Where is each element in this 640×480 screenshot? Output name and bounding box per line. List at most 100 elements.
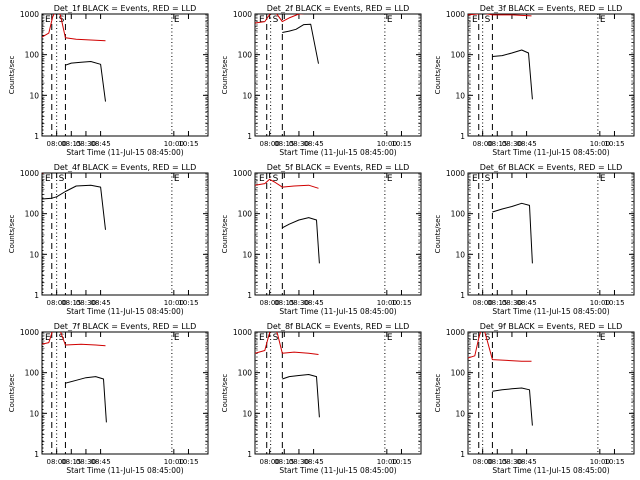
y-tick-label: 100 xyxy=(25,210,40,219)
x-tick-label: 08:00 xyxy=(47,299,67,307)
x-tick-label: 10:15 xyxy=(178,299,198,307)
series-line-lld xyxy=(468,332,532,362)
y-axis-label: Counts/sec xyxy=(8,215,16,254)
y-tick-label: 1000 xyxy=(233,169,252,178)
x-tick-label: 10:15 xyxy=(604,458,624,466)
x-tick-label: 10:15 xyxy=(391,140,411,148)
plot-frame xyxy=(41,13,209,137)
y-tick-label: 1000 xyxy=(20,328,39,337)
chart-panel-5: Det_5f BLACK = Events, RED = LLD 1 10 100 10… xyxy=(221,163,422,316)
marker-label: E xyxy=(600,174,606,184)
marker-label: E xyxy=(600,15,606,25)
x-tick-label: 08:00 xyxy=(47,458,67,466)
series-line-events xyxy=(492,387,533,426)
y-tick-label: 1 xyxy=(34,450,39,459)
series-line-events xyxy=(65,61,106,102)
chart-title: Det_5f BLACK = Events, RED = LLD xyxy=(267,163,410,172)
marker-label: S xyxy=(485,15,491,25)
marker-label: E xyxy=(387,174,393,184)
marker-label: E xyxy=(387,15,393,25)
y-tick-label: 1000 xyxy=(446,169,465,178)
plot-series-group xyxy=(255,14,319,64)
x-tick-label: 08:15 xyxy=(487,458,507,466)
x-axis-label: Start Time (11-Jul-15 08:45:00) xyxy=(66,466,183,475)
chart-title: Det_2f BLACK = Events, RED = LLD xyxy=(267,4,410,13)
x-tick-label: 08:30 xyxy=(289,458,309,466)
y-tick-label: 100 xyxy=(25,51,40,60)
chart-panel-3: Det_3f BLACK = Events, RED = LLD 1 10 100 10… xyxy=(434,4,635,157)
y-axis-label: Counts/sec xyxy=(434,56,442,95)
x-tick-label: 10:15 xyxy=(178,140,198,148)
marker-label: E xyxy=(600,333,606,343)
plot-frame xyxy=(467,172,635,296)
plot-series-group xyxy=(42,173,106,230)
y-axis-label: Counts/sec xyxy=(8,374,16,413)
x-tick-label: 08:00 xyxy=(260,458,280,466)
plot-frame xyxy=(254,13,422,137)
marker-label: E xyxy=(174,333,180,343)
y-tick-label: 1 xyxy=(34,291,39,300)
series-line-lld xyxy=(255,332,319,355)
series-line-lld xyxy=(468,14,532,17)
marker-label: E xyxy=(259,15,265,25)
y-tick-label: 100 xyxy=(25,369,40,378)
y-tick-label: 1 xyxy=(247,132,252,141)
series-line-events xyxy=(282,23,319,64)
marker-label: E xyxy=(472,15,478,25)
x-tick-label: 10:00 xyxy=(590,299,610,307)
y-tick-label: 100 xyxy=(238,51,253,60)
x-axis-label: Start Time (11-Jul-15 08:45:00) xyxy=(279,148,396,157)
chart-title: Det_3f BLACK = Events, RED = LLD xyxy=(480,4,623,13)
x-tick-label: 08:15 xyxy=(274,299,294,307)
chart-title: Det_6f BLACK = Events, RED = LLD xyxy=(480,163,623,172)
y-tick-label: 1 xyxy=(247,291,252,300)
plot-series-group xyxy=(255,178,320,264)
x-axis-label: Start Time (11-Jul-15 08:45:00) xyxy=(492,466,609,475)
y-tick-label: 1 xyxy=(460,291,465,300)
y-tick-label: 100 xyxy=(238,369,253,378)
x-tick-label: 08:00 xyxy=(260,299,280,307)
y-tick-label: 10 xyxy=(242,409,252,418)
x-tick-label: 08:45 xyxy=(90,140,110,148)
y-axis-label: Counts/sec xyxy=(221,215,229,254)
x-tick-label: 08:45 xyxy=(516,140,536,148)
series-line-lld xyxy=(255,178,319,189)
x-tick-label: 10:15 xyxy=(604,299,624,307)
marker-label: S xyxy=(273,15,279,25)
y-tick-label: 100 xyxy=(451,369,466,378)
y-axis-label: Counts/sec xyxy=(434,374,442,413)
marker-label: E xyxy=(45,174,51,184)
plot-series-group xyxy=(42,14,106,102)
series-line-events xyxy=(492,202,533,264)
y-axis-label: Counts/sec xyxy=(8,56,16,95)
marker-label: E xyxy=(174,15,180,25)
marker-label: E xyxy=(45,333,51,343)
y-tick-label: 1000 xyxy=(233,328,252,337)
chart-panel-8: Det_8f BLACK = Events, RED = LLD 1 10 100 10… xyxy=(221,322,422,475)
x-axis-label: Start Time (11-Jul-15 08:45:00) xyxy=(66,148,183,157)
marker-label: S xyxy=(485,174,491,184)
x-tick-label: 08:45 xyxy=(90,458,110,466)
marker-label: S xyxy=(59,174,65,184)
chart-title: Det_7f BLACK = Events, RED = LLD xyxy=(54,322,197,331)
x-tick-label: 10:00 xyxy=(590,458,610,466)
y-axis-label: Counts/sec xyxy=(221,374,229,413)
x-tick-label: 08:30 xyxy=(289,299,309,307)
x-tick-label: 08:45 xyxy=(516,458,536,466)
plot-series-group xyxy=(468,332,533,426)
y-tick-label: 1000 xyxy=(233,10,252,19)
y-tick-label: 100 xyxy=(451,210,466,219)
marker-label: S xyxy=(485,333,491,343)
x-tick-label: 08:45 xyxy=(90,299,110,307)
x-tick-label: 08:45 xyxy=(303,458,323,466)
y-tick-label: 10 xyxy=(29,409,39,418)
y-tick-label: 10 xyxy=(455,409,465,418)
y-tick-label: 10 xyxy=(242,91,252,100)
plot-frame xyxy=(41,331,209,455)
marker-label: E xyxy=(472,174,478,184)
y-tick-label: 10 xyxy=(29,91,39,100)
chart-title: Det_9f BLACK = Events, RED = LLD xyxy=(480,322,623,331)
x-tick-label: 08:45 xyxy=(303,299,323,307)
x-tick-label: 08:00 xyxy=(47,140,67,148)
marker-label: S xyxy=(273,174,279,184)
